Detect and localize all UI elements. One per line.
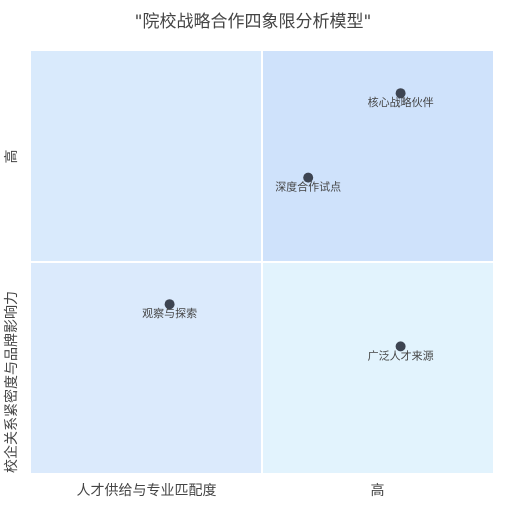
point-label: 核心战略伙伴 [368, 95, 434, 109]
point [303, 172, 314, 183]
point-label: 深度合作试点 [275, 180, 341, 194]
y-axis-label: 校企关系紧密度与品牌影响力 [3, 291, 20, 473]
x-axis-label: 人才供给与专业匹配度 [77, 483, 217, 499]
y-axis-label: 高 [3, 150, 20, 164]
point-label: 观察与探索 [142, 306, 197, 320]
quadrant [262, 262, 493, 473]
quadrant [31, 51, 262, 262]
point [395, 88, 406, 99]
point-label: 广泛人才来源 [368, 348, 434, 362]
point [164, 299, 175, 310]
quadrant [31, 262, 262, 473]
point [395, 341, 406, 352]
chart-title: "院校战略合作四象限分析模型" [135, 12, 372, 32]
x-axis-label: 高 [371, 482, 385, 499]
quadrant [262, 51, 493, 262]
